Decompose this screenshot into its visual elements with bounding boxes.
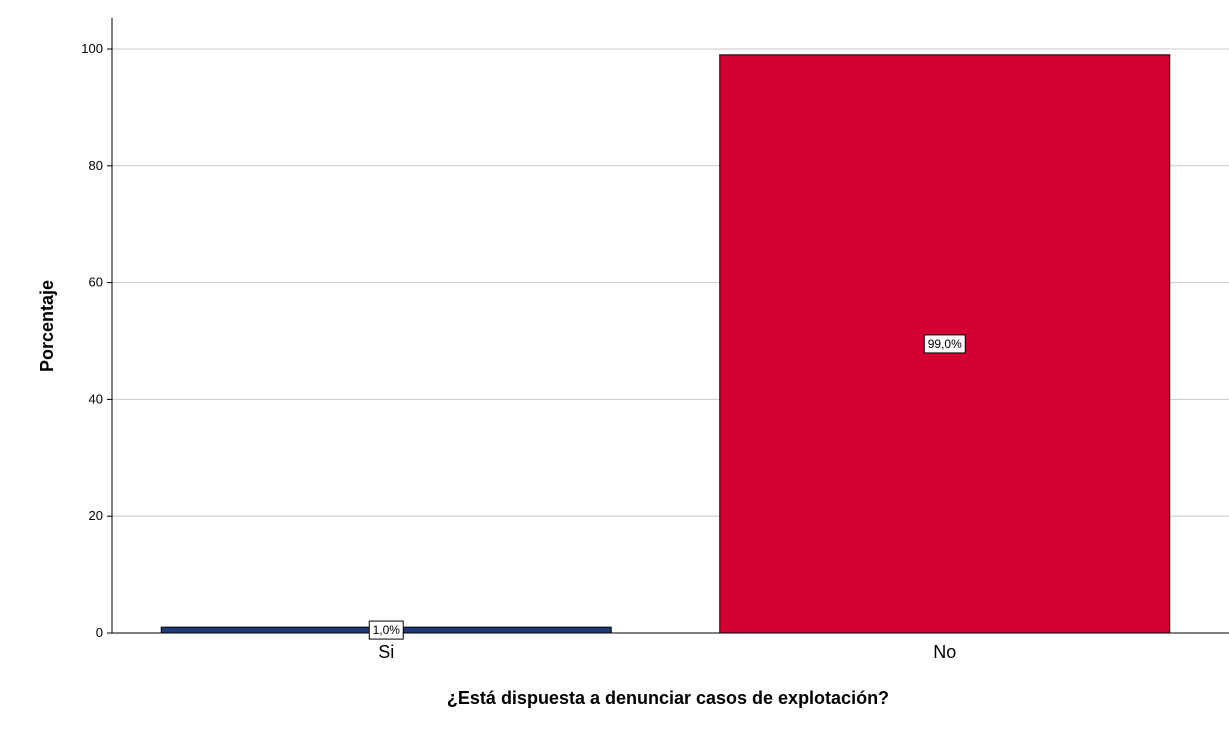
y-axis-ticks: 0 20 40 60 80 100 xyxy=(81,41,112,640)
y-tick-label: 0 xyxy=(96,625,103,640)
x-category-label: No xyxy=(933,642,956,662)
data-label: 1,0% xyxy=(373,623,401,637)
y-tick-label: 20 xyxy=(89,508,103,523)
x-axis-title: ¿Está dispuesta a denunciar casos de exp… xyxy=(447,688,889,708)
y-tick-label: 40 xyxy=(89,391,103,406)
y-axis-title: Porcentaje xyxy=(37,280,57,372)
data-label: 99,0% xyxy=(928,337,962,351)
y-tick-label: 100 xyxy=(81,41,103,56)
data-label-box xyxy=(368,620,404,640)
x-axis-category-labels: Si No xyxy=(378,642,956,662)
data-label-box xyxy=(923,334,966,354)
x-category-label: Si xyxy=(378,642,394,662)
data-labels: 1,0% 99,0% xyxy=(368,334,966,640)
y-tick-label: 80 xyxy=(89,158,103,173)
y-tick-label: 60 xyxy=(89,275,103,290)
